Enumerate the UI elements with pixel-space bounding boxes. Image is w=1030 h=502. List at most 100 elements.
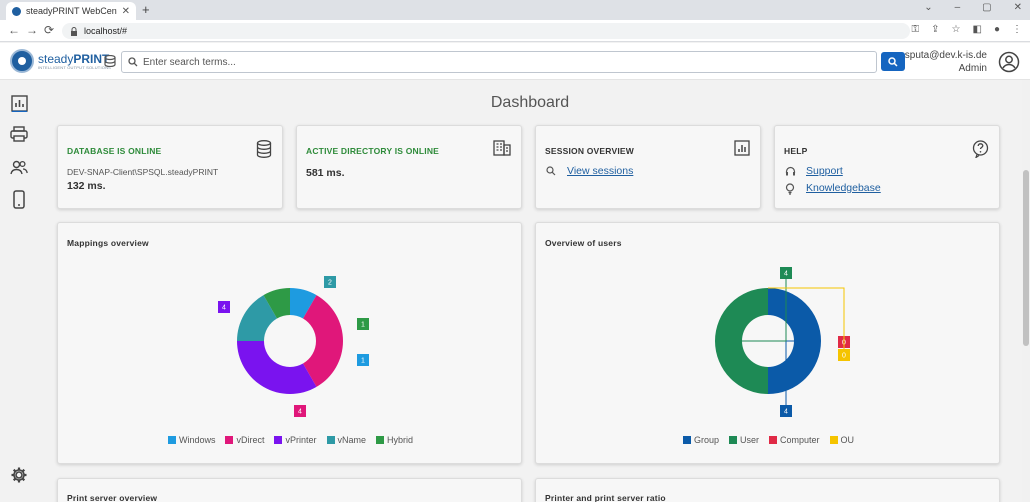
active-directory-latency: 581 ms. [306,167,345,179]
database-server-name: DEV-SNAP-Client\SPSQL.steadyPRINT [67,167,219,177]
forward-icon[interactable]: → [26,23,38,37]
label-box-group [780,405,792,417]
users-icon [10,160,28,174]
headset-icon [785,166,796,176]
active-directory-status-title: ACTIVE DIRECTORY IS ONLINE [306,146,440,156]
page-scrollbar[interactable] [1022,80,1030,502]
logo[interactable]: steadyPRINT INTELLIGENT OUTPUT SOLUTIONS [10,49,111,73]
mappings-overview-title: Mappings overview [67,238,149,248]
user-avatar-icon[interactable] [998,51,1020,73]
legend-swatch [376,436,385,444]
session-overview-card: SESSION OVERVIEW View sessions [535,125,761,209]
user-info: sputa@dev.k-is.de Admin [905,49,987,75]
support-link[interactable]: Support [806,165,843,177]
browser-tab[interactable]: steadyPRINT WebCenter ✕ [6,2,136,20]
legend-swatch [225,436,234,444]
lightbulb-icon [785,183,795,195]
label-box-vprinter [218,301,230,313]
legend-item-vprinter[interactable]: vPrinter [274,435,317,445]
close-window-icon[interactable]: ✕ [1013,2,1022,13]
session-search-icon [546,166,556,176]
legend-item-ou[interactable]: OU [829,435,854,445]
sidepanel-icon[interactable]: ◧ [972,24,982,35]
reload-icon[interactable]: ⟳ [44,23,55,37]
legend-item-windows[interactable]: Windows [167,435,216,445]
slice-windows[interactable] [290,288,317,319]
label-box-hybrid [357,318,369,330]
legend-item-computer[interactable]: Computer [769,435,820,445]
label-box-vname [324,276,336,288]
data-label-vname: 2 [328,280,332,287]
maximize-icon[interactable]: ▢ [982,2,992,13]
search-input[interactable] [143,56,870,68]
search-button-icon [888,56,898,67]
printer-ratio-card: Printer and print server ratio [535,478,1000,502]
data-label-user: 4 [784,271,788,278]
slice-hybrid[interactable] [263,288,291,319]
logo-tagline: INTELLIGENT OUTPUT SOLUTIONS [38,64,112,70]
legend-item-group[interactable]: Group [682,435,719,445]
sidebar-item-users[interactable] [9,157,29,177]
tab-close-icon[interactable]: ✕ [121,5,130,17]
database-status-title: DATABASE IS ONLINE [67,146,162,156]
legend-swatch [274,436,283,444]
tab-title: steadyPRINT WebCenter [26,6,117,16]
legend-item-vname[interactable]: vName [326,435,366,445]
slice-vname[interactable] [236,295,277,341]
browser-tab-bar: steadyPRINT WebCenter ✕ + ⌄ – ▢ ✕ [0,0,1030,20]
legend-label: Computer [780,435,820,445]
back-icon[interactable]: ← [8,23,20,37]
minimize-icon[interactable]: – [954,2,961,13]
label-box-user [780,267,792,279]
star-icon[interactable]: ☆ [951,24,961,35]
sidebar-item-printers[interactable] [9,124,29,144]
url-field[interactable]: localhost/# [62,23,910,39]
legend-swatch [769,436,777,444]
legend-label: vPrinter [285,435,317,445]
legend-label: vDirect [236,435,265,445]
slice-vprinter[interactable] [237,341,317,394]
print-server-overview-title: Print server overview [67,493,158,502]
scrollbar-thumb[interactable] [1023,170,1029,346]
slice-vdirect[interactable] [303,295,343,387]
mappings-legend: Windows vDirect vPrinter vName Hybrid [58,435,523,445]
tab-search-icon[interactable]: ⌄ [924,2,933,13]
knowledgebase-link[interactable]: Knowledgebase [806,182,881,194]
share-icon[interactable]: ⇪ [931,24,940,35]
users-overview-title: Overview of users [545,238,622,248]
search-icon [128,57,138,67]
gear-icon [11,467,27,483]
legend-swatch [167,436,176,444]
legend-swatch [829,436,838,444]
key-icon[interactable]: ⚿ [911,24,920,35]
sidebar-item-devices[interactable] [9,189,29,209]
legend-item-hybrid[interactable]: Hybrid [376,435,413,445]
new-tab-button[interactable]: + [142,2,150,17]
data-label-hybrid: 1 [361,322,365,329]
profile-icon[interactable]: ● [993,24,1000,35]
data-label-ou: 0 [842,353,846,360]
session-overview-title: SESSION OVERVIEW [545,146,635,156]
legend-label: Windows [178,435,216,445]
data-label-vdirect: 4 [298,409,302,416]
user-role: Admin [958,63,987,74]
app-header: steadyPRINT INTELLIGENT OUTPUT SOLUTIONS… [0,43,1030,80]
database-latency: 132 ms. [67,180,106,192]
users-legend: Group User Computer OU [536,435,1001,445]
legend-swatch [682,436,691,444]
view-sessions-link[interactable]: View sessions [567,165,634,177]
mappings-overview-card: Mappings overview 1 4 4 2 1 Windows vDirect vP… [57,222,522,464]
legend-item-user[interactable]: User [728,435,759,445]
legend-item-vdirect[interactable]: vDirect [225,435,264,445]
search-button[interactable] [881,52,905,71]
user-email: sputa@dev.k-is.de [904,50,987,61]
browser-address-bar: ← → ⟳ localhost/# ⚿ ⇪ ☆ ◧ ● ⋮ [0,20,1030,42]
chart-icon [10,94,28,112]
menu-icon[interactable]: ⋮ [1012,24,1022,35]
database-select-icon[interactable] [104,55,116,67]
sidebar-item-dashboard[interactable] [9,93,29,113]
sidebar-item-settings[interactable] [9,465,29,485]
active-directory-status-card: ACTIVE DIRECTORY IS ONLINE 581 ms. [296,125,522,209]
leader-ou [768,287,845,355]
